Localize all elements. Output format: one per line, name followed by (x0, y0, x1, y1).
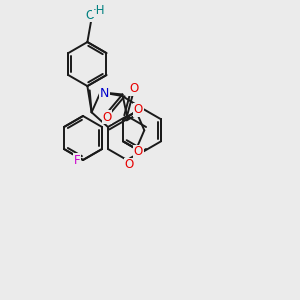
Text: O: O (134, 103, 143, 116)
Text: F: F (74, 154, 80, 166)
Text: ·H: ·H (93, 4, 106, 17)
Text: N: N (100, 87, 109, 100)
Text: O: O (124, 158, 134, 172)
Text: O: O (85, 9, 95, 22)
Text: O: O (134, 146, 143, 158)
Text: O: O (103, 111, 112, 124)
Text: O: O (129, 82, 138, 95)
